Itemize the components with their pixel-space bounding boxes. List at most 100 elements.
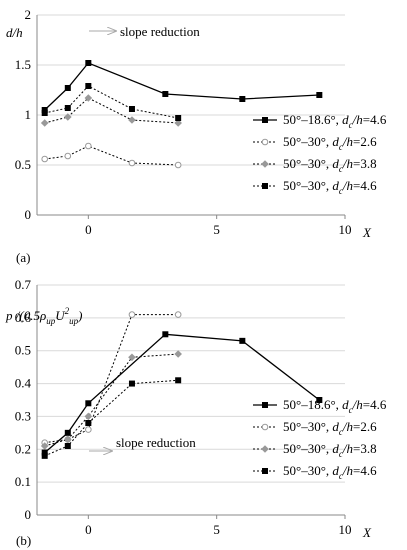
legend-a: 50°–18.6°, dc/h=4.6 50°–30°, dc/h=2.6 50°–…	[253, 112, 387, 196]
data-point	[41, 155, 49, 163]
data-point	[174, 311, 182, 318]
panel-label-a: (a)	[16, 250, 30, 265]
x-tick-label: 0	[85, 522, 92, 537]
y-tick-label: 0.3	[15, 408, 31, 423]
y-tick-label: 0.7	[15, 277, 32, 292]
x-tick-label: 0	[85, 222, 92, 237]
data-point	[239, 96, 246, 102]
data-point	[41, 110, 48, 116]
y-tick-label: 0.2	[15, 441, 31, 456]
legend-label: 50°–30°, dc/h=3.8	[283, 156, 377, 174]
legend-swatch-marker	[261, 138, 269, 146]
annotation-text-b: slope reduction	[116, 435, 196, 450]
data-point	[64, 85, 71, 91]
annotation-a: slope reduction	[89, 24, 200, 39]
x-tick-label: 5	[213, 222, 220, 237]
panel-b: 0 0.1 0.2 0.3 0.4 0.5 0.6 0.7 0 5 10 p /(0.5ρupU2u…	[5, 277, 387, 548]
y-tick-label: 0.4	[15, 376, 32, 391]
data-point	[128, 116, 136, 124]
legend-swatch-marker	[261, 445, 269, 453]
data-point	[128, 380, 135, 387]
legend-swatch-marker	[262, 402, 268, 408]
annotation-text-a: slope reduction	[120, 24, 200, 39]
y-axis-label-a: d/h	[6, 25, 23, 40]
data-point	[85, 142, 92, 150]
data-point	[64, 443, 71, 449]
series-b	[40, 311, 323, 459]
data-point	[128, 311, 136, 318]
series-line	[44, 333, 320, 454]
legend-swatch-marker	[262, 468, 268, 474]
legend-swatch-marker	[262, 183, 268, 189]
series-line	[44, 62, 320, 111]
y-tick-label: 0.1	[15, 474, 31, 489]
legend-label: 50°–30°, dc/h=2.6	[283, 134, 377, 152]
tick-labels-b: 0 0.1 0.2 0.3 0.4 0.5 0.6 0.7 0 5 10	[15, 277, 352, 537]
annotation-b: slope reduction	[89, 435, 196, 451]
y-tick-label: 0.6	[15, 310, 32, 325]
data-point	[64, 429, 71, 436]
data-point	[85, 420, 92, 426]
data-point	[40, 119, 49, 127]
legend-label: 50°–30°, dc/h=3.8	[283, 441, 377, 459]
legend-swatch-marker	[261, 160, 269, 168]
y-tick-label: 1.5	[15, 57, 31, 72]
series-line	[44, 353, 179, 447]
series-line	[44, 379, 179, 457]
series-line	[44, 314, 179, 444]
data-point	[64, 152, 72, 160]
data-point	[128, 106, 135, 112]
x-tick-label: 10	[339, 222, 352, 237]
axes-b	[36, 285, 346, 519]
data-point	[64, 105, 71, 111]
y-tick-label: 0	[25, 507, 32, 522]
y-tick-label: 1	[25, 107, 32, 122]
data-point	[41, 449, 48, 456]
x-tick-label: 10	[339, 522, 352, 537]
series-line	[44, 145, 179, 166]
tick-labels-a: 0 0.5 1 1.5 2 0 5 10	[15, 7, 352, 237]
data-point	[316, 397, 323, 403]
data-point	[84, 94, 93, 102]
panel-a: 0 0.5 1 1.5 2 0 5 10 d/h X slope reduction 50°–…	[6, 7, 387, 265]
data-point	[85, 400, 92, 407]
data-point	[41, 452, 48, 459]
data-point	[84, 412, 93, 421]
y-tick-label: 2	[25, 7, 32, 22]
y-tick-label: 0	[25, 207, 32, 222]
axes-a	[36, 15, 346, 219]
data-point	[40, 442, 49, 450]
series-line	[44, 97, 179, 124]
data-point	[128, 159, 136, 167]
data-point	[162, 331, 169, 338]
data-point	[174, 119, 182, 127]
y-tick-label: 0.5	[15, 343, 31, 358]
series-a	[40, 60, 323, 169]
data-point	[85, 60, 92, 66]
data-point	[64, 435, 72, 444]
y-tick-label: 0.5	[15, 157, 31, 172]
legend-swatch-marker	[261, 423, 269, 431]
data-point	[174, 161, 182, 169]
x-axis-label-b: X	[362, 525, 372, 540]
grid-b	[37, 284, 345, 483]
data-point	[85, 426, 92, 433]
data-point	[162, 91, 169, 97]
panel-label-b: (b)	[16, 533, 31, 548]
x-axis-label-a: X	[362, 225, 372, 240]
legend-label: 50°–18.6°, dc/h=4.6	[283, 112, 387, 130]
legend-label: 50°–30°, dc/h=4.6	[283, 178, 377, 196]
data-point	[175, 115, 182, 121]
legend-swatch-marker	[262, 117, 268, 123]
data-point	[128, 353, 136, 362]
legend-label: 50°–18.6°, dc/h=4.6	[283, 397, 387, 415]
legend-label: 50°–30°, dc/h=2.6	[283, 419, 377, 437]
data-point	[174, 350, 182, 358]
y-axis-label-b: p /(0.5ρupU2up)	[5, 306, 82, 326]
data-point	[175, 377, 182, 384]
data-point	[85, 83, 92, 89]
data-point	[316, 92, 323, 98]
data-point	[239, 337, 246, 344]
legend-label: 50°–30°, dc/h=4.6	[283, 463, 377, 481]
